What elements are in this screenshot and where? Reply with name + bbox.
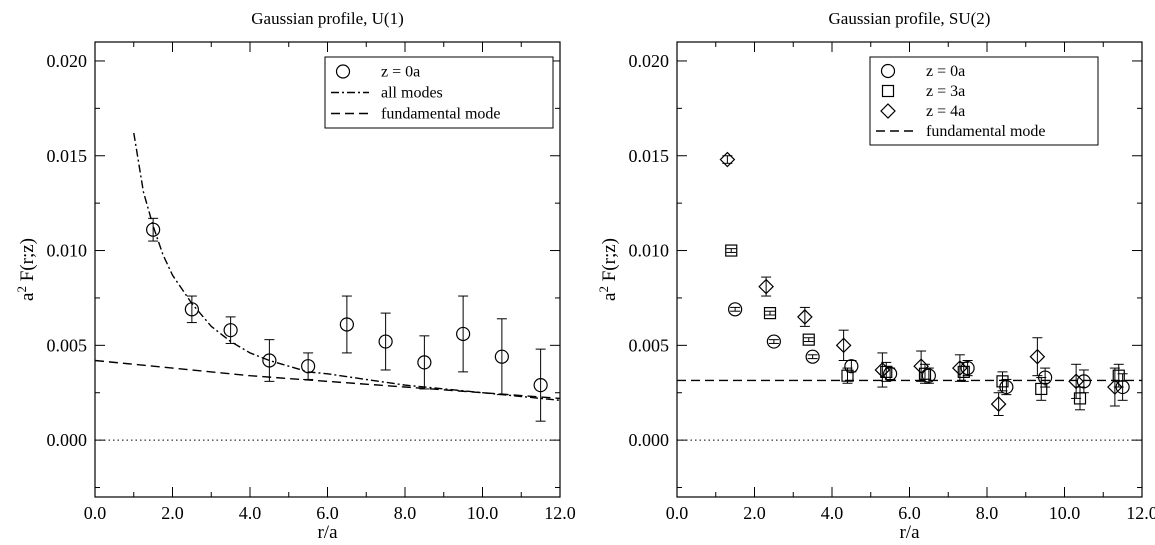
y-axis-label: a2 F(r;z) <box>596 238 620 301</box>
x-tick-label: 8.0 <box>394 503 417 523</box>
data-point <box>301 359 316 374</box>
chart-title: Gaussian profile, U(1) <box>251 9 404 28</box>
data-point <box>805 349 820 364</box>
x-tick-label: 4.0 <box>239 503 262 523</box>
data-point <box>996 375 1009 388</box>
data-point <box>918 367 932 380</box>
x-axis-label: r/a <box>317 522 338 543</box>
legend: z = 0a z = 3a z = 4a fundamental mode <box>869 56 1099 146</box>
data-point <box>990 396 1007 412</box>
data-point <box>494 349 509 364</box>
legend-circle-icon <box>880 63 896 79</box>
chart-title: Gaussian profile, SU(2) <box>829 9 991 28</box>
legend: z = 0a all modes fundamental mode <box>324 56 554 129</box>
series-1 <box>728 302 1130 401</box>
y-tick-label: 0.005 <box>47 335 88 355</box>
y-tick-label: 0.005 <box>629 335 670 355</box>
data-point <box>802 333 815 346</box>
data-point <box>766 334 781 349</box>
data-point <box>1112 369 1125 382</box>
data-point <box>957 365 970 378</box>
chart-panel-1: Gaussian profile, U(1) 0.0 2.0 4.0 6.0 8.0 10.… <box>14 9 576 543</box>
data-point <box>728 302 743 317</box>
x-tick-label: 6.0 <box>898 503 921 523</box>
data-point <box>883 366 898 381</box>
data-point <box>841 369 854 382</box>
data-point <box>835 337 852 354</box>
data-point <box>1068 373 1084 390</box>
data-point <box>262 353 277 368</box>
curve-fundamental-mode <box>94 359 561 400</box>
y-tick-label: 0.015 <box>629 146 670 166</box>
y-tick-label: 0.010 <box>629 241 670 261</box>
data-point <box>913 358 929 375</box>
legend-circle-icon <box>335 64 351 79</box>
x-tick-label: 2.0 <box>161 503 184 523</box>
data-point <box>844 359 859 374</box>
x-tick-label: 0.0 <box>84 503 107 523</box>
series-3 <box>719 151 1123 416</box>
data-point <box>921 368 936 383</box>
data-point <box>960 360 975 376</box>
x-tick-label: 10.0 <box>467 503 499 523</box>
data-point <box>874 362 891 378</box>
y-tick-label: 0.015 <box>47 146 88 166</box>
x-tick-label: 12.0 <box>544 503 576 523</box>
x-tick-label: 0.0 <box>666 503 689 523</box>
series-2 <box>725 244 1125 411</box>
data-point <box>952 360 968 376</box>
x-tick-label: 4.0 <box>821 503 844 523</box>
data-point <box>533 378 548 393</box>
legend-entry-label: z = 0a <box>926 63 965 80</box>
legend-entry-label: fundamental mode <box>381 106 501 123</box>
x-tick-label: 2.0 <box>743 503 766 523</box>
x-tick-label: 8.0 <box>976 503 999 523</box>
y-tick-label: 0.000 <box>629 430 670 450</box>
data-point <box>1076 374 1091 389</box>
data-point <box>456 326 471 342</box>
y-tick-label: 0.000 <box>47 430 88 450</box>
legend-entry-label: z = 4a <box>926 103 965 120</box>
legend-entry-label: z = 3a <box>926 83 965 100</box>
data-point <box>1107 379 1123 395</box>
data-point <box>339 317 354 332</box>
y-tick-label: 0.020 <box>629 51 670 71</box>
data-point <box>758 278 774 295</box>
data-point <box>184 302 199 317</box>
data-point <box>763 307 777 320</box>
data-point <box>417 355 432 370</box>
x-tick-label: 10.0 <box>1049 503 1081 523</box>
x-axis-label: r/a <box>899 522 920 543</box>
y-axis-label: a2 F(r;z) <box>14 238 38 301</box>
data-point <box>223 323 238 338</box>
y-tick-label: 0.010 <box>47 241 88 261</box>
x-tick-label: 6.0 <box>316 503 339 523</box>
data-point <box>797 309 813 325</box>
data-point <box>378 334 393 349</box>
y-tick-label: 0.020 <box>47 51 88 71</box>
data-point <box>719 151 736 168</box>
data-point <box>1035 382 1048 396</box>
data-point <box>725 244 738 257</box>
legend-square-icon <box>881 84 895 98</box>
legend-entry-label: all modes <box>381 85 443 102</box>
legend-entry-label: z = 0a <box>381 64 420 81</box>
legend-diamond-icon <box>880 103 896 119</box>
chart-panel-2: Gaussian profile, SU(2) 0.0 2.0 4.0 6.0 8.0 10… <box>596 9 1155 543</box>
data-point <box>146 222 161 237</box>
x-tick-label: 12.0 <box>1126 503 1155 523</box>
data-point <box>1029 348 1046 365</box>
series-1 <box>146 217 548 422</box>
legend-entry-label: fundamental mode <box>926 123 1046 140</box>
